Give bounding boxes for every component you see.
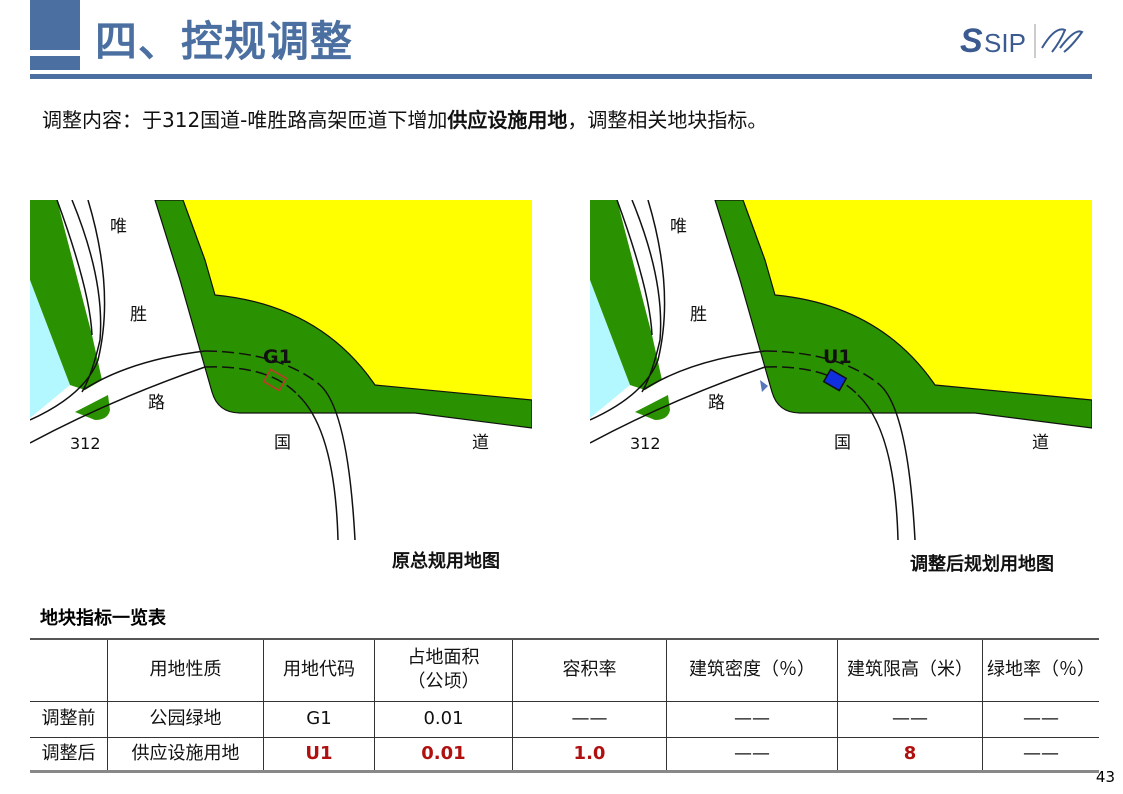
header-cell: 建筑密度（％）: [666, 638, 838, 702]
adjusted-land-use-map: U1 唯 胜 路 312 国 道: [589, 199, 1093, 541]
header-cell: 用地性质: [107, 638, 264, 702]
svg-text:S: S: [960, 22, 983, 60]
map-caption-original: 原总规用地图: [392, 551, 500, 572]
road-label: 道: [472, 433, 489, 453]
header-accent-block: [30, 0, 80, 50]
header-cell: 建筑限高（米）: [837, 638, 983, 702]
svg-text:SIP: SIP: [984, 28, 1026, 58]
green-park-area: [154, 199, 533, 429]
header-cell: 绿地率（％）: [982, 638, 1099, 702]
cell: ——: [982, 736, 1099, 773]
pointer-triangle-icon: [760, 380, 768, 392]
desc-text: 调整内容：于312国道-唯胜路高架匝道下增加: [42, 108, 448, 132]
table-header-row: 用地性质 用地代码 占地面积（公顷） 容积率 建筑密度（％） 建筑限高（米） 绿…: [30, 638, 1099, 702]
desc-text: ，调整相关地块指标。: [567, 108, 768, 132]
cell: U1: [263, 736, 375, 773]
road-label: 路: [708, 393, 725, 413]
header-cell: 容积率: [512, 638, 667, 702]
original-land-use-map: G1 唯 胜 路 312 国 道: [29, 199, 533, 541]
map-drawing: [589, 199, 1093, 541]
cell: 0.01: [374, 736, 513, 773]
table-row: 调整前 公园绿地 G1 0.01 —— —— —— ——: [30, 700, 1099, 738]
header-accent-block: [30, 56, 80, 70]
sip-logo: S SIP: [960, 22, 1084, 60]
road-label: 国: [274, 433, 291, 453]
cell: G1: [263, 700, 375, 738]
header-cell: [30, 638, 108, 702]
header-cell: 占地面积（公顷）: [374, 638, 513, 702]
road-label: 胜: [690, 305, 707, 325]
water-area: [590, 280, 630, 418]
header-cell: 用地代码: [263, 638, 375, 702]
cell: ——: [982, 700, 1099, 738]
desc-highlight: 供应设施用地: [447, 108, 568, 132]
cell: 供应设施用地: [107, 736, 264, 773]
road-label: 国: [834, 433, 851, 453]
cell: ——: [666, 736, 838, 773]
header-divider: [30, 74, 1092, 79]
yellow-area: [743, 200, 1092, 400]
yellow-area: [183, 200, 532, 400]
cell: 8: [837, 736, 983, 773]
road-label: 312: [70, 434, 101, 453]
roads: [29, 199, 356, 541]
road-label: 唯: [670, 217, 687, 237]
cell: 公园绿地: [107, 700, 264, 738]
cell: ——: [512, 700, 667, 738]
cell: 调整后: [30, 736, 108, 773]
cell: 0.01: [374, 700, 513, 738]
page-number: 43: [1095, 768, 1115, 786]
parcel-marker: [822, 368, 848, 392]
green-park-area: [714, 199, 1093, 429]
cell: 1.0: [512, 736, 667, 773]
map-caption-adjusted: 调整后规划用地图: [910, 554, 1054, 575]
road-label: 道: [1032, 433, 1049, 453]
parcel-label: U1: [823, 346, 852, 368]
parcel-index-table: 用地性质 用地代码 占地面积（公顷） 容积率 建筑密度（％） 建筑限高（米） 绿…: [30, 638, 1099, 773]
table-row: 调整后 供应设施用地 U1 0.01 1.0 —— 8 ——: [30, 736, 1099, 773]
road-label: 胜: [130, 305, 147, 325]
cell: ——: [666, 700, 838, 738]
parcel-label: G1: [263, 346, 292, 368]
road-label: 312: [630, 434, 661, 453]
cell: 调整前: [30, 700, 108, 738]
roads: [589, 199, 916, 541]
parcel-marker: [262, 368, 288, 392]
green-strip: [590, 200, 670, 420]
green-strip: [30, 200, 110, 420]
table-title: 地块指标一览表: [40, 608, 166, 629]
cell: ——: [837, 700, 983, 738]
adjustment-description: 调整内容：于312国道-唯胜路高架匝道下增加供应设施用地，调整相关地块指标。: [42, 104, 767, 133]
road-label: 路: [148, 393, 165, 413]
map-drawing: [29, 199, 533, 541]
road-label: 唯: [110, 217, 127, 237]
page-title: 四、控规调整: [95, 17, 354, 66]
water-area: [30, 280, 70, 418]
